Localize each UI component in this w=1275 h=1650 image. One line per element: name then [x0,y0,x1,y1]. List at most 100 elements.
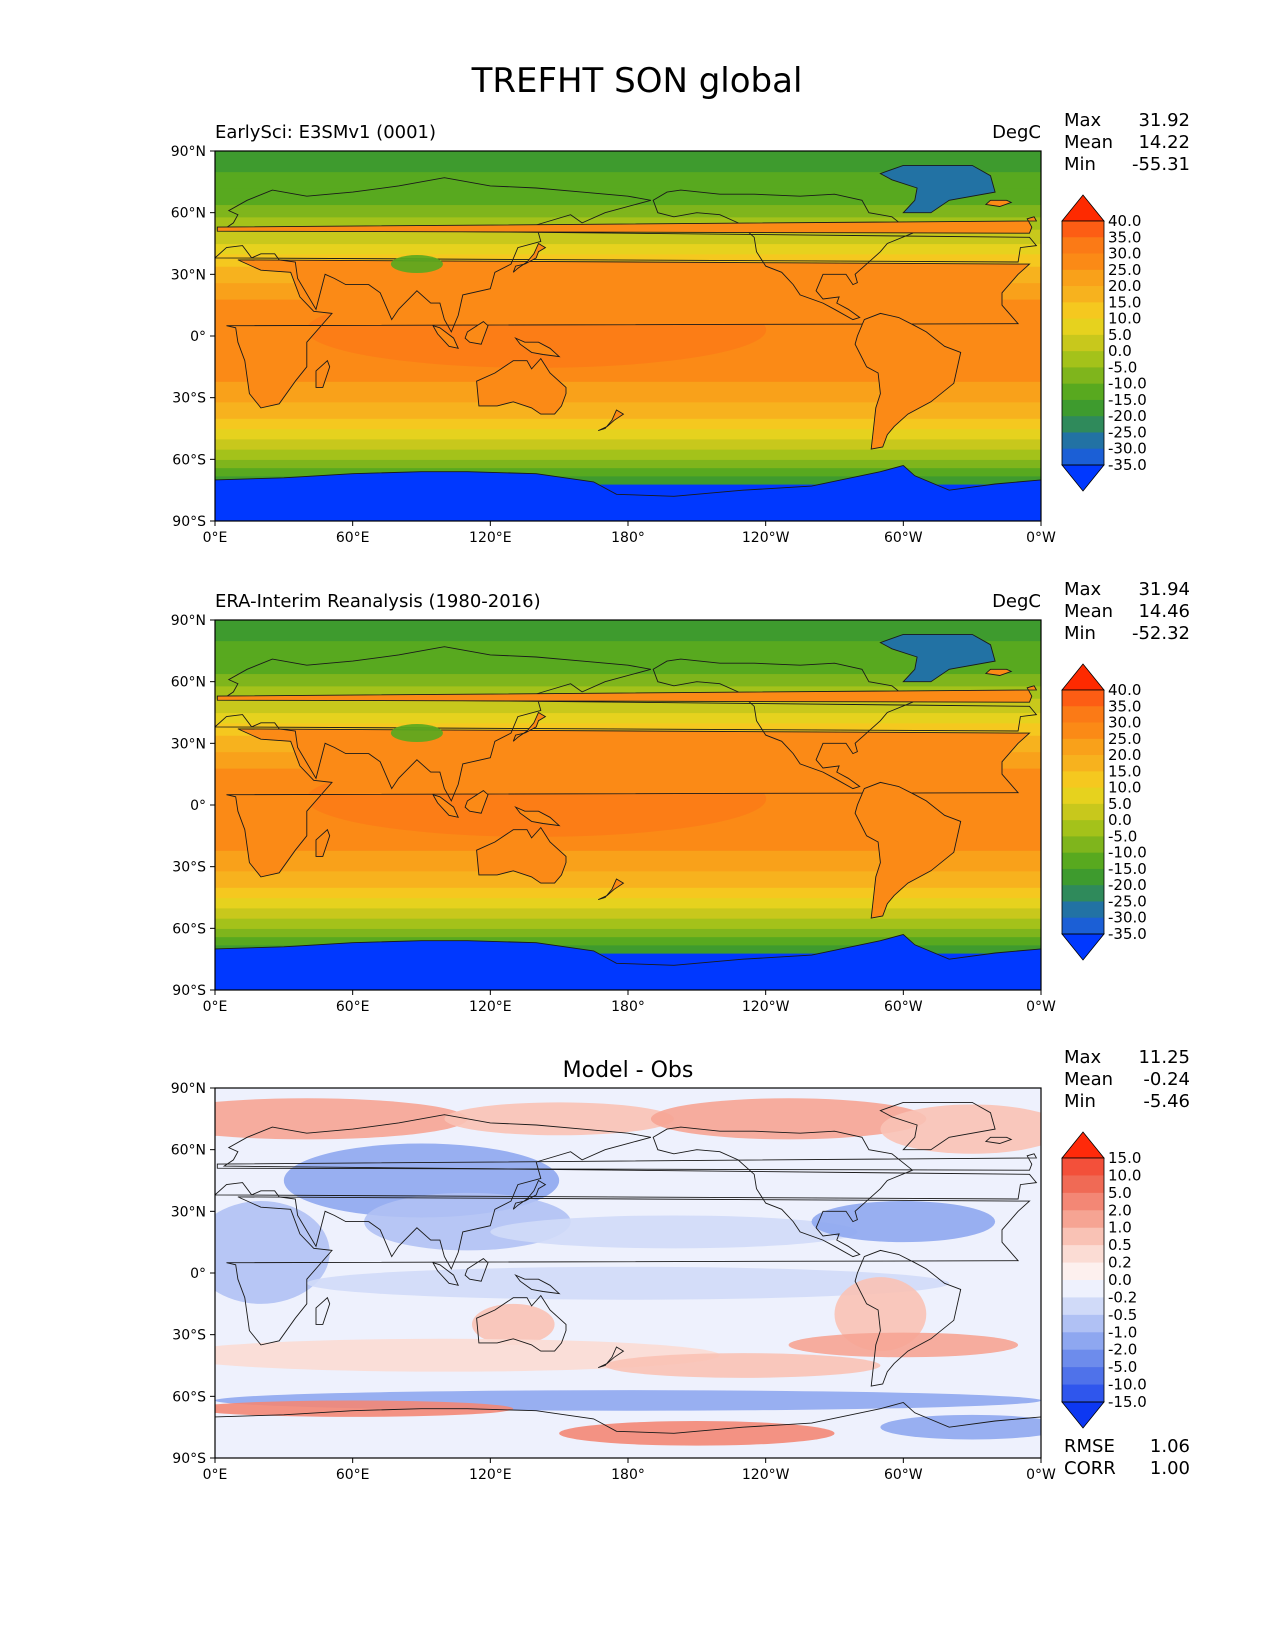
anomaly-region [471,1303,555,1345]
lon-tick-label: 120°E [469,1467,512,1483]
lat-tick-label: 30°S [172,1328,206,1344]
lon-tick-label: 120°W [742,1467,790,1483]
coast-madagascar [315,828,331,857]
colorbar-segment [1062,917,1104,935]
lon-tick-label: 180° [611,1467,645,1483]
colorbar-segment [1062,1227,1104,1246]
colorbar-tick-label: 40.0 [1108,681,1141,699]
coast-south-america [854,1249,962,1387]
colorbar-segment [1062,318,1104,336]
lon-tick-label: 120°W [742,530,790,546]
colorbar-segment [1062,351,1104,368]
zonal-band [215,428,1041,440]
lon-tick-label: 120°E [469,999,512,1015]
colorbar-tick-label: -30.0 [1108,440,1147,458]
coast-north-america [652,658,914,790]
coast-north-america [652,189,914,321]
colorbar-tick-label: 5.0 [1108,326,1132,344]
colorbar-tick-label: 5.0 [1108,1184,1132,1202]
anomaly-region [650,1098,927,1140]
colorbar-tick-label: 15.0 [1108,293,1141,311]
zonal-band [215,418,1041,430]
coast-eurasia [215,646,1038,802]
colorbar-tick-label: -10.0 [1108,1376,1147,1394]
anomaly-region [490,1215,858,1249]
coast-madagascar [315,1296,331,1325]
colorbar-frame [1061,689,1105,935]
zonal-band [215,401,1041,419]
colorbar-tick-label: 20.0 [1108,746,1141,764]
colorbar-tick-label: -1.0 [1108,1323,1137,1341]
coast-sumatra [432,1261,459,1286]
colorbar-tick-label: 10.0 [1108,1166,1141,1184]
colorbar-segment [1062,1332,1104,1351]
stat-value: -52.32 [1132,623,1190,644]
colorbar-tick-label: 20.0 [1108,277,1141,295]
colorbar: 40.035.030.025.020.015.010.05.00.0-5.0-1… [1061,663,1147,961]
zonal-band [215,887,1041,899]
zonal-band [215,171,1041,189]
lon-tick-label: 0°W [1026,530,1056,546]
lat-tick-label: 30°N [171,267,206,283]
coast-antarctica [215,465,1041,521]
zonal-band [215,897,1041,909]
colorbar-segment [1062,286,1104,303]
anomaly-region [215,1201,330,1304]
lon-tick-label: 120°W [742,999,790,1015]
coast-australia [476,357,567,415]
colorbar-segment [1062,1192,1104,1211]
lon-tick-label: 60°W [884,530,923,546]
lon-tick-label: 60°E [336,530,370,546]
lon-tick-label: 60°W [884,1467,923,1483]
stat-value: 14.22 [1138,132,1190,153]
colorbar-segment [1062,253,1104,271]
lon-tick-label: 120°E [469,530,512,546]
coast-madagascar [315,359,331,388]
colorbar-segment [1062,901,1104,919]
stat-value: 31.94 [1138,579,1190,600]
coast-uk [216,216,1038,234]
anomaly-region [811,1201,996,1243]
colorbar-segment [1062,1210,1104,1229]
anomaly-region [215,1400,514,1417]
lat-tick-label: 0° [190,329,206,345]
colorbar-segment [1062,868,1104,886]
anomaly-region [215,1098,468,1140]
colorbar-segment [1062,383,1104,401]
coast-sumatra [432,324,459,349]
coast-iceland [984,199,1013,207]
lat-tick-label: 60°N [171,1143,206,1159]
stat-label: Min [1064,154,1096,175]
panel-left-title: ERA-Interim Reanalysis (1980-2016) [215,591,541,612]
lon-tick-label: 180° [611,530,645,546]
colorbar-tick-label: 40.0 [1108,212,1141,230]
zonal-band [215,640,1041,658]
colorbar-extend-min [1061,1401,1105,1429]
map-field [215,620,1041,990]
coast-new-zealand [598,1346,625,1369]
colorbar-segment [1062,755,1104,772]
colorbar-tick-label: -15.0 [1108,1393,1147,1411]
coast-greenland [879,633,996,683]
coast-australia [476,826,567,884]
coast-new-guinea [514,805,561,827]
coast-africa [226,259,1031,409]
coast-antarctica [215,1402,1041,1458]
coast-africa [226,1196,1031,1346]
colorbar-segment [1062,302,1104,320]
colorbar-tick-label: -25.0 [1108,423,1147,441]
lon-tick-label: 0°W [1026,1467,1056,1483]
colorbar-segment [1062,237,1104,255]
colorbar-tick-label: 10.0 [1108,310,1141,328]
stat-label: Max [1064,1047,1102,1068]
colorbar-tick-label: 0.0 [1108,342,1132,360]
stat-value: 1.06 [1150,1436,1190,1457]
colorbar-segment [1062,1297,1104,1316]
zonal-band [215,907,1041,919]
zonal-band [215,151,1041,173]
coast-uk [216,685,1038,703]
anomaly-region [880,1104,1041,1154]
colorbar-tick-label: -10.0 [1108,844,1147,862]
coast-greenland [879,164,996,214]
lon-tick-label: 0°E [203,530,228,546]
